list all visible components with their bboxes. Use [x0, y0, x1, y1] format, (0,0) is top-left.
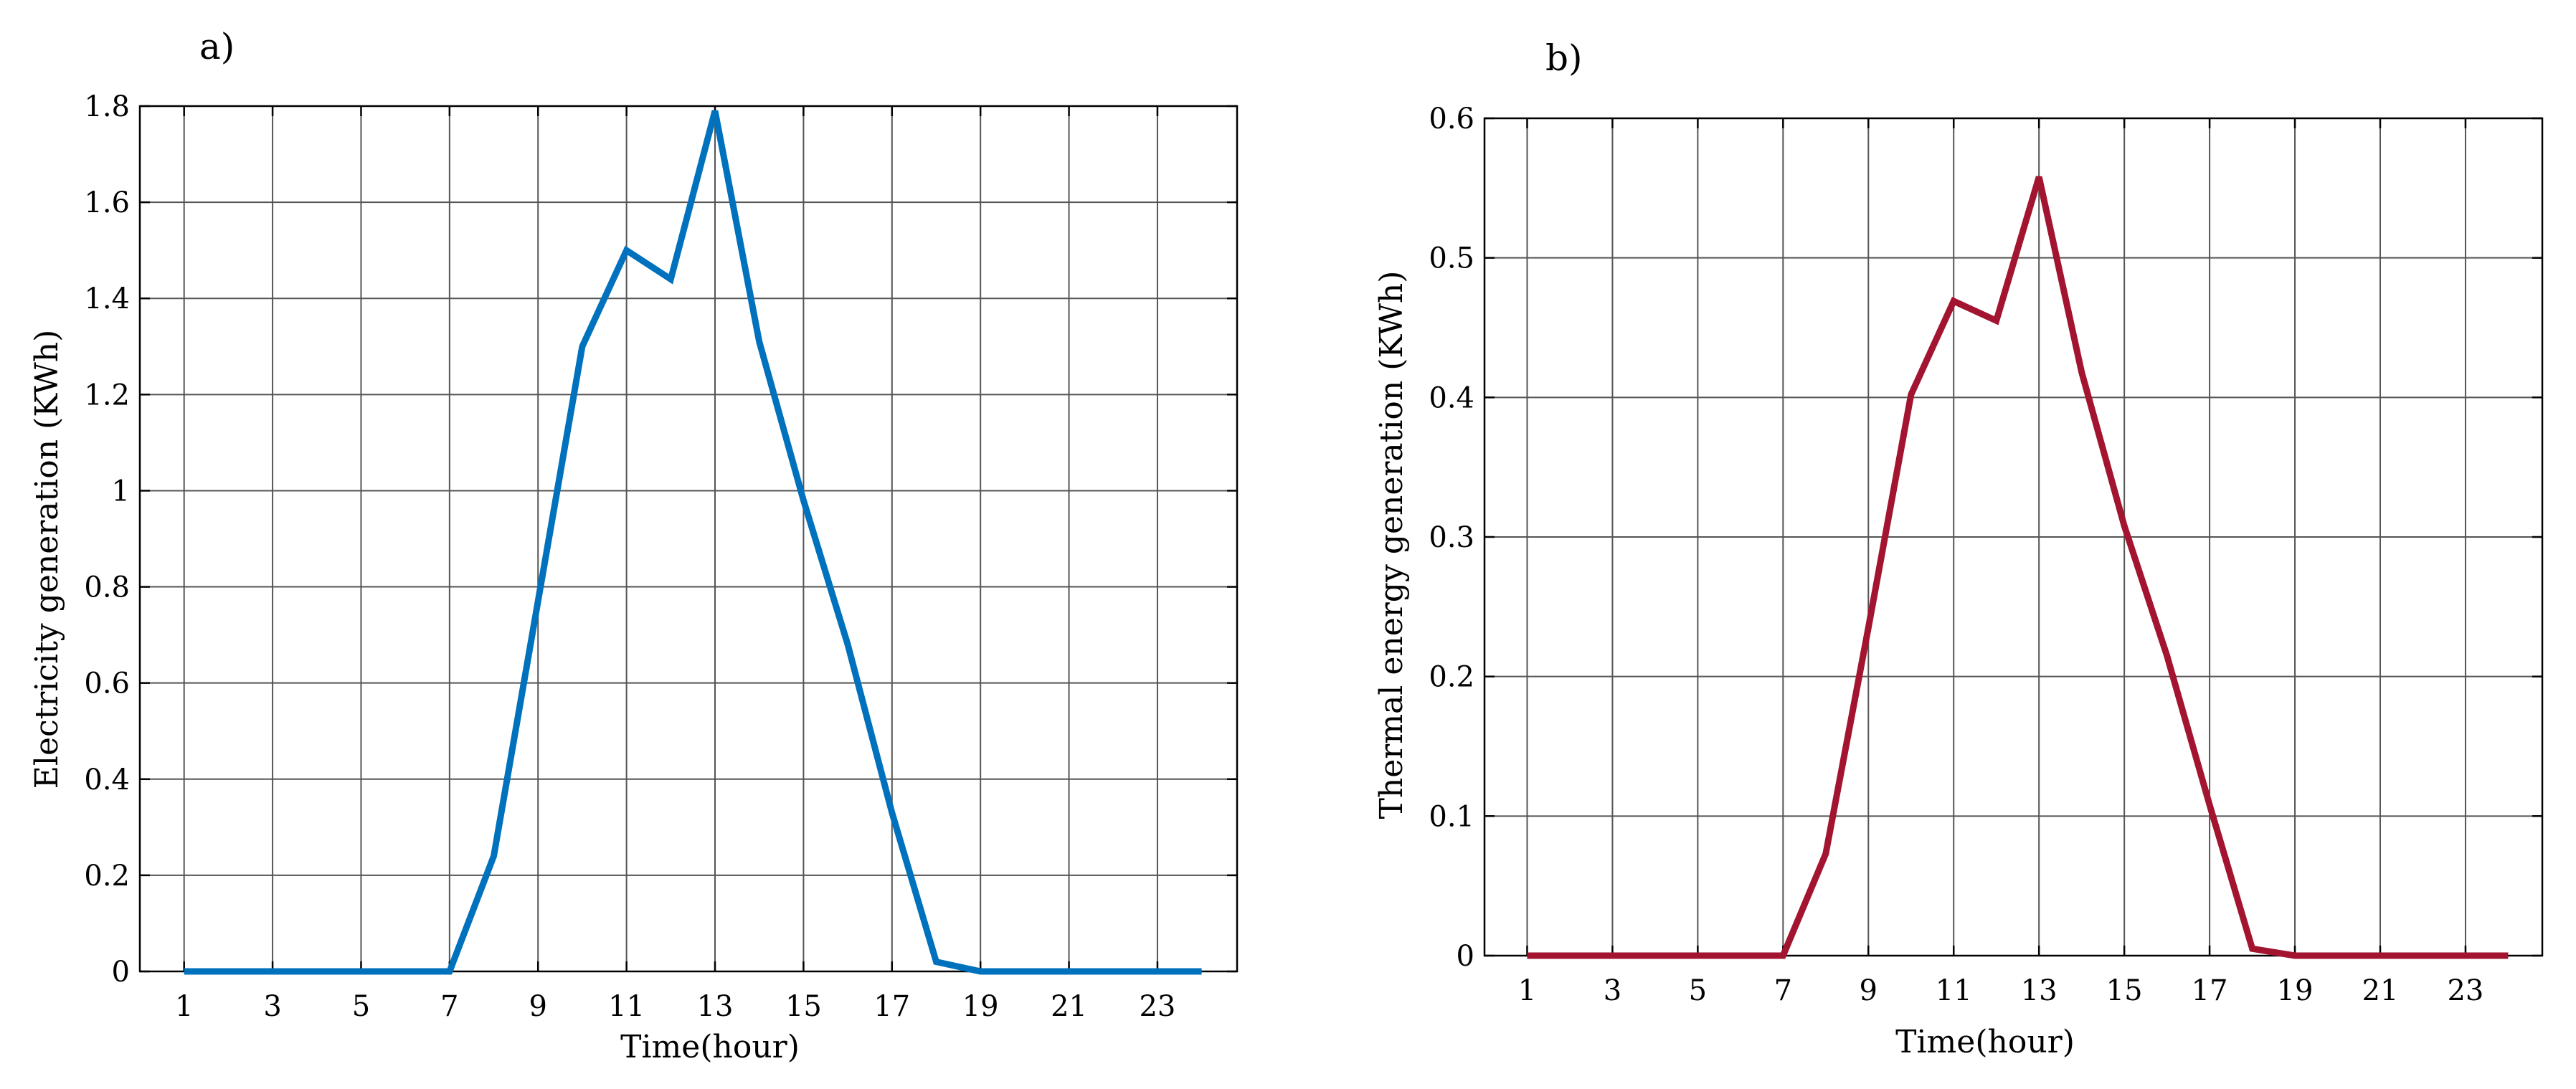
- panel-a-y-tick-label: 1.6: [84, 186, 130, 219]
- panel-a-y-tick-label: 0.6: [84, 667, 130, 700]
- panel-b-x-tick-label: 19: [2277, 974, 2314, 1007]
- panel-a-x-tick-label: 7: [440, 990, 458, 1023]
- panel-b-x-tick-label: 5: [1689, 974, 1707, 1007]
- panel-a-label: a): [199, 26, 235, 67]
- panel-b-x-tick-label: 17: [2192, 974, 2228, 1007]
- panel-a-electricity-chart: 1 3 5 7 9 11 13 15 17 19 21 2300.20.40.60.811.21.41…: [29, 26, 1239, 1065]
- panel-b-x-tick-label: 1: [1518, 974, 1536, 1007]
- panel-a-y-tick-label: 1: [112, 475, 130, 508]
- panel-a-y-tick-label: 1.2: [84, 379, 130, 412]
- panel-b-x-tick-label: 13: [2021, 974, 2058, 1007]
- panel-a-axes-frame: [138, 105, 1239, 973]
- panel-b-x-tick-label: 11: [1936, 974, 1972, 1007]
- panel-a-x-tick-label: 11: [608, 990, 645, 1023]
- panel-b-y-tick-label: 0.1: [1429, 800, 1474, 833]
- panel-a-x-tick-label: 5: [352, 990, 370, 1023]
- panel-b-y-tick-label: 0.3: [1429, 521, 1474, 554]
- panel-a-y-tick-label: 0.2: [84, 860, 130, 893]
- panel-b-x-tick-label: 23: [2447, 974, 2483, 1007]
- panel-a-y-tick-label: 1.4: [84, 282, 130, 315]
- panel-b-y-tick-label: 0.5: [1429, 242, 1474, 275]
- panel-a-series-line: [184, 110, 1202, 975]
- panel-a-x-tick-label: 21: [1051, 990, 1087, 1023]
- panel-b-x-tick-label: 9: [1860, 974, 1877, 1007]
- panel-a-y-axis-label: Electricity generation (KWh): [29, 330, 65, 789]
- panel-a-y-tick-label: 0: [112, 956, 130, 989]
- panel-b-y-tick-label: 0.4: [1429, 381, 1474, 414]
- panel-b-y-tick-label: 0.6: [1429, 103, 1474, 135]
- panel-a-y-tick-label: 0.4: [84, 764, 130, 796]
- panel-a-y-tick-label: 1.8: [84, 90, 130, 123]
- panel-a-x-tick-label: 1: [175, 990, 193, 1023]
- panel-a-x-tick-label: 3: [263, 990, 281, 1023]
- panel-b-x-tick-label: 3: [1604, 974, 1621, 1007]
- panel-b-y-tick-label: 0: [1457, 940, 1474, 973]
- panel-a-plot-area: 1 3 5 7 9 11 13 15 17 19 21 2300.20.40.60.811.21.41…: [84, 90, 1239, 1023]
- panel-b-x-tick-label: 15: [2106, 974, 2143, 1007]
- panel-b-y-tick-label: 0.2: [1429, 661, 1474, 694]
- panel-b-x-axis-label: Time(hour): [1895, 1024, 2075, 1060]
- panel-a-y-tick-label: 0.8: [84, 571, 130, 604]
- panel-a-x-tick-label: 23: [1139, 990, 1175, 1023]
- panel-a-x-tick-label: 15: [785, 990, 822, 1023]
- panel-b-series-line: [1527, 176, 2509, 959]
- panel-a-x-axis-label: Time(hour): [620, 1029, 800, 1065]
- panel-a-x-tick-label: 9: [529, 990, 547, 1023]
- panel-b-label: b): [1545, 37, 1583, 79]
- panel-a-x-tick-label: 17: [873, 990, 910, 1023]
- panel-b-x-tick-label: 21: [2362, 974, 2399, 1007]
- panel-b-thermal-chart: 1 3 5 7 9 11 13 15 17 19 21 2300.10.20.30.40.50.6b)…: [1373, 37, 2544, 1060]
- panel-a-x-tick-label: 13: [697, 990, 734, 1023]
- panel-b-x-tick-label: 7: [1774, 974, 1792, 1007]
- panel-b-y-axis-label: Thermal energy generation (KWh): [1373, 271, 1410, 819]
- panel-a-x-tick-label: 19: [962, 990, 999, 1023]
